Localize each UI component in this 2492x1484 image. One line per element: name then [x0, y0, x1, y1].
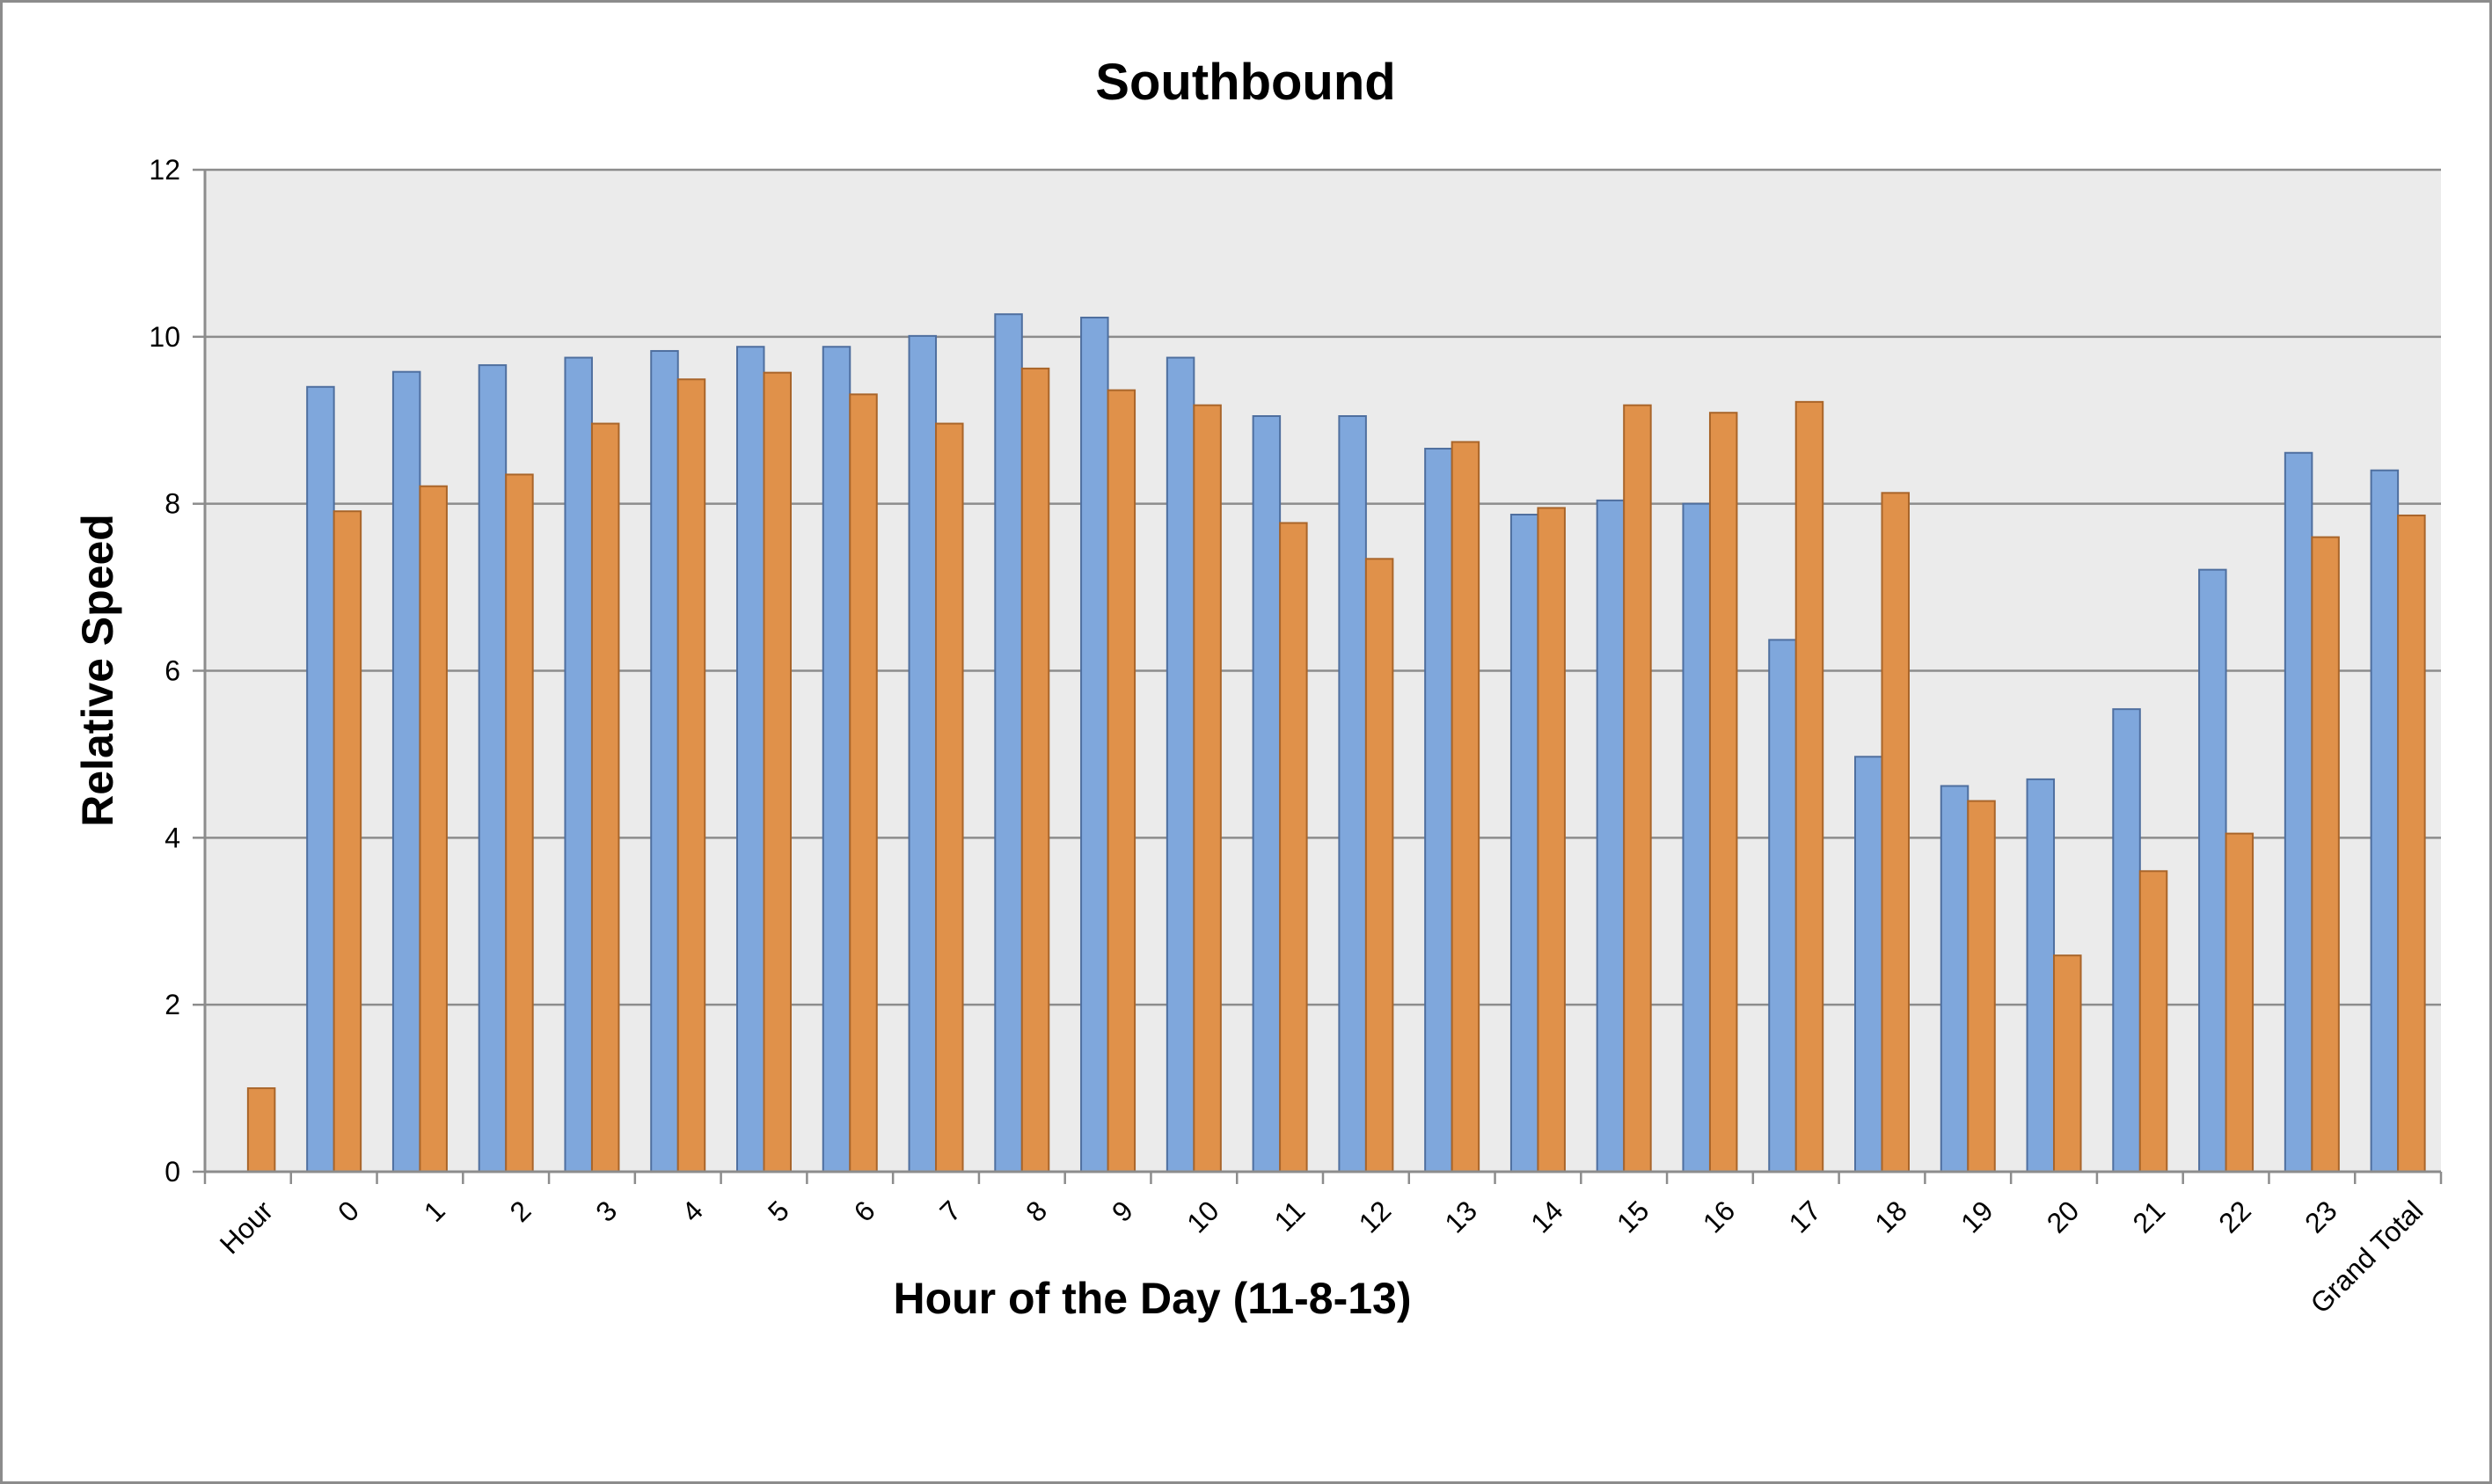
bar-blue-21 — [2112, 708, 2141, 1173]
bar-orange-1 — [419, 485, 448, 1173]
x-tick-label: 20 — [2041, 1195, 2086, 1239]
bar-orange-18 — [1881, 492, 1910, 1173]
bar-orange-grand-total — [2397, 514, 2426, 1173]
bar-orange-12 — [1364, 558, 1394, 1173]
bar-orange-13 — [1451, 441, 1480, 1173]
x-tick-label: 13 — [1438, 1195, 1483, 1239]
x-tick-label: 10 — [1180, 1195, 1225, 1239]
bar-blue-7 — [908, 334, 938, 1173]
bar-blue-5 — [736, 346, 765, 1173]
x-tick-label: 7 — [933, 1195, 967, 1228]
bar-orange-10 — [1193, 404, 1222, 1173]
bar-orange-20 — [2053, 954, 2082, 1173]
bar-blue-grand-total — [2370, 469, 2400, 1173]
x-tick-label: 22 — [2212, 1195, 2257, 1239]
y-tick-label: 6 — [164, 655, 180, 687]
bar-orange-3 — [590, 422, 620, 1173]
bar-blue-3 — [564, 356, 593, 1173]
bar-orange-8 — [1020, 367, 1050, 1173]
bar-orange-0 — [333, 510, 362, 1173]
x-tick-label: 8 — [1019, 1195, 1053, 1228]
y-tick-label: 12 — [149, 154, 180, 186]
x-tick-label: 17 — [1782, 1195, 1827, 1239]
x-tick-label: 11 — [1268, 1195, 1312, 1238]
y-tick-label: 8 — [164, 488, 180, 520]
x-tick-label: 6 — [848, 1195, 881, 1228]
bar-blue-10 — [1166, 356, 1195, 1173]
x-tick-label: 5 — [762, 1195, 795, 1228]
x-tick-label: 19 — [1955, 1195, 1999, 1239]
bar-orange-23 — [2311, 536, 2340, 1173]
bar-blue-1 — [391, 370, 421, 1173]
bar-orange-2 — [505, 473, 534, 1173]
bar-orange-4 — [676, 378, 706, 1173]
x-tick-label: 12 — [1353, 1195, 1398, 1239]
chart-title: Southbound — [1095, 54, 1395, 111]
axes — [193, 168, 2443, 1184]
y-tick-label: 2 — [164, 989, 180, 1020]
x-tick-label: 2 — [504, 1195, 537, 1228]
y-tick-label: 0 — [164, 1156, 180, 1188]
bar-blue-15 — [1596, 499, 1626, 1173]
x-tick-label: Hour — [214, 1195, 280, 1261]
bar-blue-13 — [1424, 448, 1453, 1173]
bar-blue-6 — [822, 346, 851, 1173]
x-tick-label: 1 — [418, 1195, 451, 1228]
bar-blue-11 — [1252, 415, 1282, 1173]
bar-blue-8 — [994, 313, 1023, 1173]
y-tick-label: 4 — [164, 822, 180, 853]
bar-orange-21 — [2138, 870, 2168, 1173]
x-tick-label: 23 — [2298, 1195, 2343, 1239]
y-tick-labels: 0 2 4 6 8 10 12 — [149, 154, 180, 1188]
bar-orange-19 — [1967, 800, 1996, 1173]
bar-blue-22 — [2198, 568, 2227, 1173]
x-tick-label: 9 — [1106, 1195, 1139, 1228]
bar-blue-9 — [1080, 317, 1109, 1173]
bar-orange-22 — [2225, 832, 2254, 1173]
bar-blue-0 — [306, 385, 335, 1173]
x-tick-label: 3 — [589, 1195, 623, 1228]
bar-blue-23 — [2284, 451, 2313, 1173]
x-tick-label: 16 — [1697, 1195, 1742, 1239]
bar-blue-20 — [2026, 778, 2056, 1173]
bar-orange-9 — [1107, 389, 1136, 1173]
bar-orange-16 — [1708, 412, 1738, 1173]
x-tick-label: 14 — [1524, 1195, 1569, 1239]
bar-orange-17 — [1794, 400, 1824, 1173]
bar-orange-14 — [1537, 507, 1566, 1173]
bar-orange-5 — [763, 371, 792, 1173]
bar-orange-7 — [935, 422, 964, 1173]
y-axis-title: Relative Speed — [73, 514, 122, 827]
bar-blue-14 — [1509, 514, 1539, 1173]
bar-blue-17 — [1768, 639, 1797, 1173]
bar-blue-18 — [1854, 756, 1883, 1173]
bar-orange-11 — [1279, 522, 1308, 1173]
y-tick-label: 10 — [149, 321, 180, 353]
x-axis-title: Hour of the Day (11-8-13) — [893, 1274, 1411, 1323]
x-tick-label: 18 — [1868, 1195, 1913, 1239]
bar-blue-4 — [650, 349, 679, 1173]
bar-orange-6 — [849, 393, 878, 1173]
bar-orange-15 — [1623, 404, 1652, 1173]
bar-blue-16 — [1682, 502, 1711, 1173]
bar-blue-2 — [478, 364, 508, 1173]
x-tick-label: 0 — [332, 1195, 365, 1228]
bar-blue-12 — [1338, 415, 1367, 1173]
bar-orange-hour — [246, 1087, 276, 1173]
bar-blue-19 — [1940, 785, 1969, 1173]
x-tick-label: 4 — [676, 1195, 709, 1228]
x-tick-label: 15 — [1611, 1195, 1655, 1239]
x-tick-label: 21 — [2127, 1195, 2172, 1239]
